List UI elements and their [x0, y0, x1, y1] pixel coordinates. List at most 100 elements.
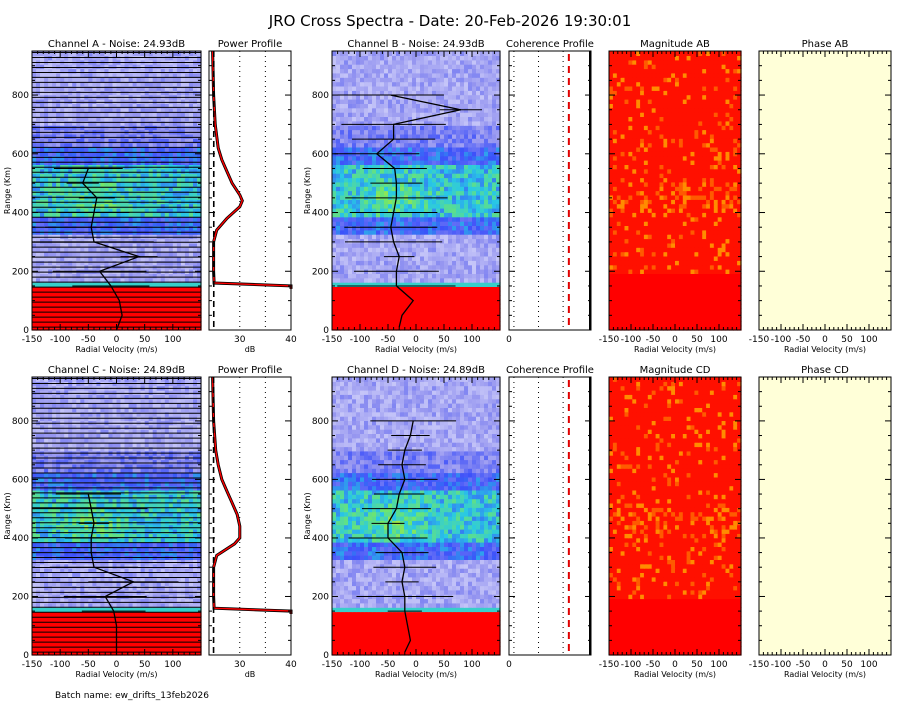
- heatmap-cell: [460, 303, 465, 309]
- heatmap-cell: [132, 242, 138, 248]
- heatmap-cell: [197, 216, 202, 222]
- heatmap-cell: [356, 282, 361, 287]
- heatmap-cell: [156, 103, 162, 109]
- heatmap-cell: [368, 282, 373, 287]
- heatmap-cell: [136, 251, 142, 257]
- heatmap-cell: [468, 120, 473, 126]
- heatmap-cell: [408, 229, 413, 235]
- heatmap-cell: [364, 273, 369, 279]
- heatmap-cell: [108, 99, 114, 104]
- heatmap-cell: [356, 177, 361, 183]
- heatmap-cell: [60, 207, 65, 213]
- heatmap-cell: [388, 273, 393, 279]
- heatmap-cell: [72, 273, 77, 279]
- heatmap-cell: [416, 207, 421, 213]
- heatmap-cell: [420, 133, 425, 139]
- heatmap-cell: [356, 221, 361, 226]
- heatmap-cell: [404, 321, 409, 327]
- heatmap-cell: [96, 168, 101, 174]
- heatmap-cell: [52, 255, 57, 261]
- heatmap-cell: [360, 295, 365, 301]
- heatmap-cell: [436, 151, 441, 157]
- heatmap-cell: [76, 303, 81, 309]
- heatmap-cell: [488, 295, 493, 301]
- heatmap-cell: [136, 273, 142, 279]
- heatmap-cell: [348, 181, 353, 187]
- heatmap-cell: [492, 282, 497, 287]
- heatmap-cell: [144, 312, 150, 318]
- heatmap-cell: [452, 186, 457, 192]
- heatmap-cell: [412, 264, 417, 270]
- heatmap-cell: [124, 207, 130, 213]
- heatmap-cell: [424, 216, 429, 222]
- heatmap-cell: [80, 138, 85, 144]
- heatmap-cell: [388, 255, 393, 261]
- heatmap-cell: [132, 225, 138, 231]
- heatmap-cell: [336, 255, 341, 261]
- heatmap-cell: [408, 155, 413, 161]
- heatmap-cell: [332, 221, 337, 226]
- heatmap-cell: [108, 260, 114, 266]
- heatmap-cell: [56, 225, 61, 231]
- heatmap-cell: [132, 68, 138, 74]
- heatmap-cell: [400, 168, 405, 174]
- heatmap-cell: [116, 177, 122, 183]
- heatmap-cell: [336, 207, 341, 213]
- heatmap-cell: [88, 321, 93, 327]
- heatmap-cell: [352, 164, 357, 170]
- heatmap-cell: [444, 234, 449, 240]
- heatmap-cell: [32, 325, 37, 331]
- heatmap-cell: [124, 277, 130, 283]
- heatmap-cell: [440, 260, 445, 266]
- heatmap-cell: [164, 290, 170, 296]
- heatmap-cell: [180, 282, 186, 287]
- heatmap-cell: [36, 303, 41, 309]
- heatmap-cell: [100, 138, 105, 144]
- heatmap-cell: [152, 312, 158, 318]
- heatmap-cell: [384, 181, 389, 187]
- heatmap-cell: [360, 308, 365, 314]
- heatmap-cell: [416, 295, 421, 301]
- heatmap-cell: [364, 225, 369, 231]
- heatmap-cell: [188, 321, 194, 327]
- heatmap-cell: [32, 282, 37, 287]
- heatmap-cell: [80, 120, 85, 126]
- heatmap-cell: [448, 186, 453, 192]
- heatmap-cell: [400, 190, 405, 196]
- heatmap-cell: [352, 120, 357, 126]
- heatmap-cell: [476, 146, 481, 152]
- heatmap-cell: [144, 177, 150, 183]
- heatmap-cell: [408, 277, 413, 283]
- heatmap-cell: [428, 186, 433, 192]
- heatmap-cell: [444, 325, 449, 331]
- heatmap-cell: [116, 316, 122, 322]
- heatmap-cell: [84, 286, 89, 292]
- heatmap-cell: [492, 125, 497, 131]
- heatmap-cell: [84, 142, 89, 148]
- heatmap-cell: [52, 251, 57, 257]
- heatmap-cell: [444, 186, 449, 192]
- heatmap-cell: [420, 286, 425, 292]
- heatmap-cell: [76, 260, 81, 266]
- heatmap-cell: [96, 242, 101, 248]
- heatmap-cell: [400, 234, 405, 240]
- heatmap-cell: [193, 212, 198, 218]
- heatmap-cell: [340, 325, 345, 331]
- heatmap-cell: [84, 107, 89, 113]
- heatmap-cell: [440, 133, 445, 139]
- heatmap-cell: [416, 273, 421, 279]
- heatmap-cell: [404, 238, 409, 244]
- heatmap-cell: [124, 260, 130, 266]
- heatmap-cell: [128, 316, 134, 322]
- heatmap-cell: [120, 273, 126, 279]
- heatmap-cell: [372, 160, 377, 165]
- heatmap-cell: [164, 168, 170, 174]
- heatmap-cell: [180, 186, 186, 192]
- heatmap-cell: [76, 72, 81, 78]
- heatmap-cell: [96, 247, 101, 253]
- heatmap-cell: [60, 312, 65, 318]
- heatmap-cell: [344, 282, 349, 287]
- heatmap-cell: [392, 238, 397, 244]
- heatmap-cell: [444, 133, 449, 139]
- heatmap-cell: [88, 186, 93, 192]
